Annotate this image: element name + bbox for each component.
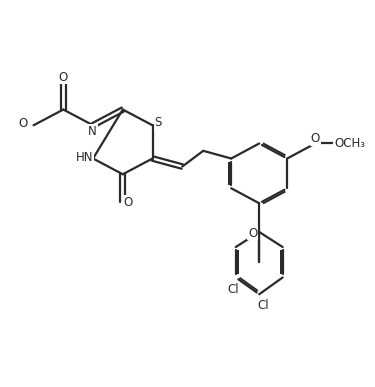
Text: N: N — [88, 125, 97, 138]
Text: S: S — [154, 116, 162, 129]
Text: OCH₃: OCH₃ — [334, 137, 365, 150]
Text: O: O — [58, 70, 68, 84]
Text: O: O — [123, 196, 132, 209]
Text: Cl: Cl — [227, 283, 239, 296]
Text: Cl: Cl — [258, 299, 269, 312]
Text: HN: HN — [76, 151, 93, 164]
Text: O: O — [18, 117, 28, 130]
Text: O: O — [248, 226, 257, 240]
Text: O: O — [310, 132, 320, 145]
